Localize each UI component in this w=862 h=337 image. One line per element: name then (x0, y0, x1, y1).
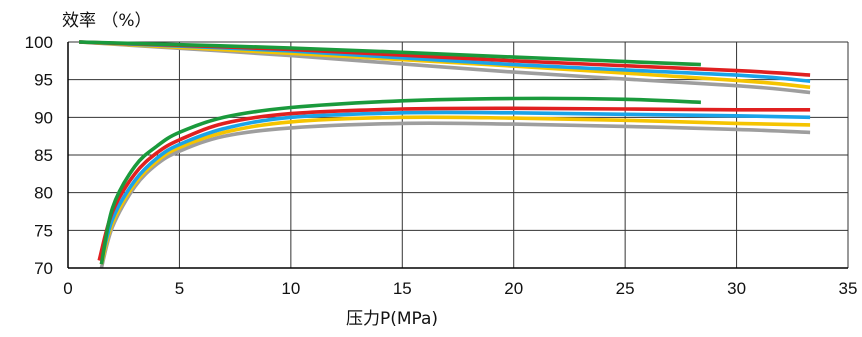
series-line-6 (99, 121, 811, 269)
y-tick-label: 100 (25, 33, 53, 52)
y-tick-label: 95 (34, 71, 53, 90)
x-tick-label: 10 (281, 279, 300, 298)
series-line-8 (99, 110, 811, 261)
x-tick-label: 15 (393, 279, 412, 298)
series-line-9 (97, 106, 811, 261)
x-tick-label: 5 (175, 279, 184, 298)
x-tick-label: 25 (616, 279, 635, 298)
y-tick-label: 90 (34, 108, 53, 127)
x-tick-label: 0 (63, 279, 72, 298)
series-line-4 (79, 40, 811, 77)
series-layer (78, 40, 811, 269)
y-tick-label: 70 (34, 259, 53, 278)
y-axis-title: 效率 （%） (62, 11, 152, 31)
series-line-10 (99, 96, 701, 265)
y-tick-label: 75 (34, 221, 53, 240)
y-tick-label: 85 (34, 146, 53, 165)
series-line-5 (79, 40, 701, 67)
y-tick-label: 80 (34, 184, 53, 203)
tick-labels: 0 5 10 15 20 25 30 35 70 75 80 85 90 95 100 (25, 33, 858, 298)
x-tick-label: 30 (727, 279, 746, 298)
x-axis-title: 压力P(MPa) (346, 309, 438, 329)
x-tick-label: 20 (504, 279, 523, 298)
axes (67, 42, 848, 269)
x-tick-label: 35 (839, 279, 858, 298)
series-line-3 (79, 40, 811, 83)
